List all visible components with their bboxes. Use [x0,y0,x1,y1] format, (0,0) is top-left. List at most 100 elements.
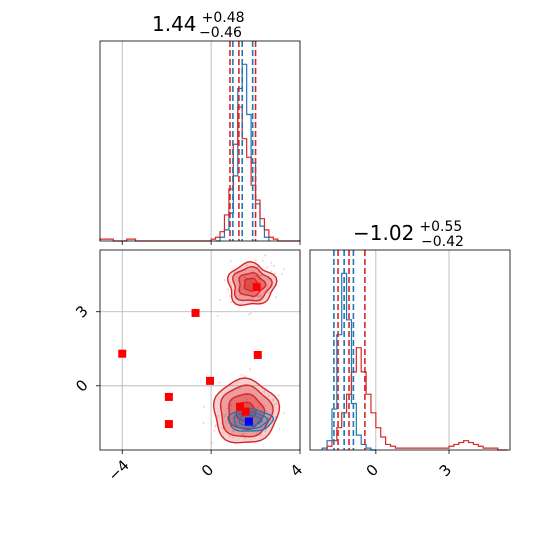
sample-point [258,279,260,281]
sample-point [253,422,256,425]
axes-background [100,41,300,241]
panel-title: −1.02 +0.55 [353,219,462,245]
histogram-step [321,272,376,451]
sample-point [281,272,284,275]
sample-point [247,285,249,288]
panel-title: 1.44 +0.48 [152,10,245,36]
marker-points [118,283,262,429]
sample-point [264,430,267,433]
sample-point [252,297,255,300]
sample-point [242,284,245,287]
sample-point [213,429,216,432]
square-marker [236,402,244,411]
sample-point [278,428,281,430]
sample-point [240,373,243,376]
sample-point [239,293,241,296]
sample-point [232,421,234,424]
sample-point [254,275,257,277]
square-marker [252,283,261,292]
sample-point [259,434,262,436]
sample-point [230,301,233,304]
sample-point [241,280,243,283]
sample-point [242,287,245,290]
title-minus: −0.42 [421,234,464,250]
sample-point [248,313,251,316]
sample-point [259,404,262,407]
sample-point [224,413,227,416]
title-median: 1.44 [152,12,197,36]
sample-point [239,288,242,291]
tick-marks [96,311,301,454]
sample-point [218,381,221,384]
sample-point [273,272,276,275]
x-tick-label: 4 [287,461,306,480]
sample-point [256,295,259,298]
square-marker [191,308,200,317]
sample-point [249,281,252,284]
histogram-series [321,272,508,451]
title-median: −1.02 [353,221,414,245]
sample-point [264,254,267,257]
sample-point [266,266,268,269]
sample-point [246,398,249,401]
sample-point [249,368,251,371]
x-tick-label: 0 [198,461,217,480]
sample-point [228,295,231,297]
sample-point [256,407,259,409]
sample-point [202,422,205,424]
sample-point [252,270,255,273]
sample-point [264,404,267,407]
sample-point [247,415,250,418]
quantile-lines [229,41,257,241]
sample-point [231,436,234,439]
quantile-lines [333,250,366,450]
square-marker [253,350,262,359]
sample-point [229,404,232,407]
title-minus: −0.46 [199,25,242,41]
sample-point [261,426,264,429]
sample-point [251,300,254,303]
sample-point [242,422,245,425]
sample-point [249,312,252,314]
sample-point [225,420,228,423]
sample-point [255,432,258,435]
sample-point [248,284,251,287]
sample-point [227,288,229,291]
sample-point [258,301,261,304]
sample-point [260,274,263,277]
sample-point [249,409,252,412]
square-marker [244,417,253,426]
x-tick-label: −4 [105,456,133,484]
sample-point [263,390,266,393]
sample-point [283,268,286,271]
sample-point [223,416,226,418]
y-tick-labels: 03 [72,302,91,396]
sample-point [254,416,257,419]
x-tick-label: 0 [363,461,382,480]
y-tick-label: 0 [72,376,91,395]
square-marker [206,376,214,385]
sample-point [232,430,234,433]
sample-point [216,314,219,317]
sample-point [274,416,277,418]
sample-point [214,425,217,428]
sample-point [248,415,251,418]
sample-point [254,259,257,262]
sample-point [267,291,270,294]
sample-point [243,276,246,279]
sample-point [215,423,217,426]
square-marker [164,420,173,429]
sample-point [255,418,258,421]
axes-frame [309,249,511,451]
square-marker [241,407,250,416]
sample-point [265,409,268,412]
marginal-histogram-param1: 1.44 +0.48 −0.46 [99,10,301,245]
sample-point [243,437,246,440]
axes-frame [99,40,301,242]
sample-point [258,280,261,283]
histogram-step [326,347,508,451]
sample-point [272,264,275,267]
sample-point [282,412,285,414]
sample-point [243,275,246,278]
